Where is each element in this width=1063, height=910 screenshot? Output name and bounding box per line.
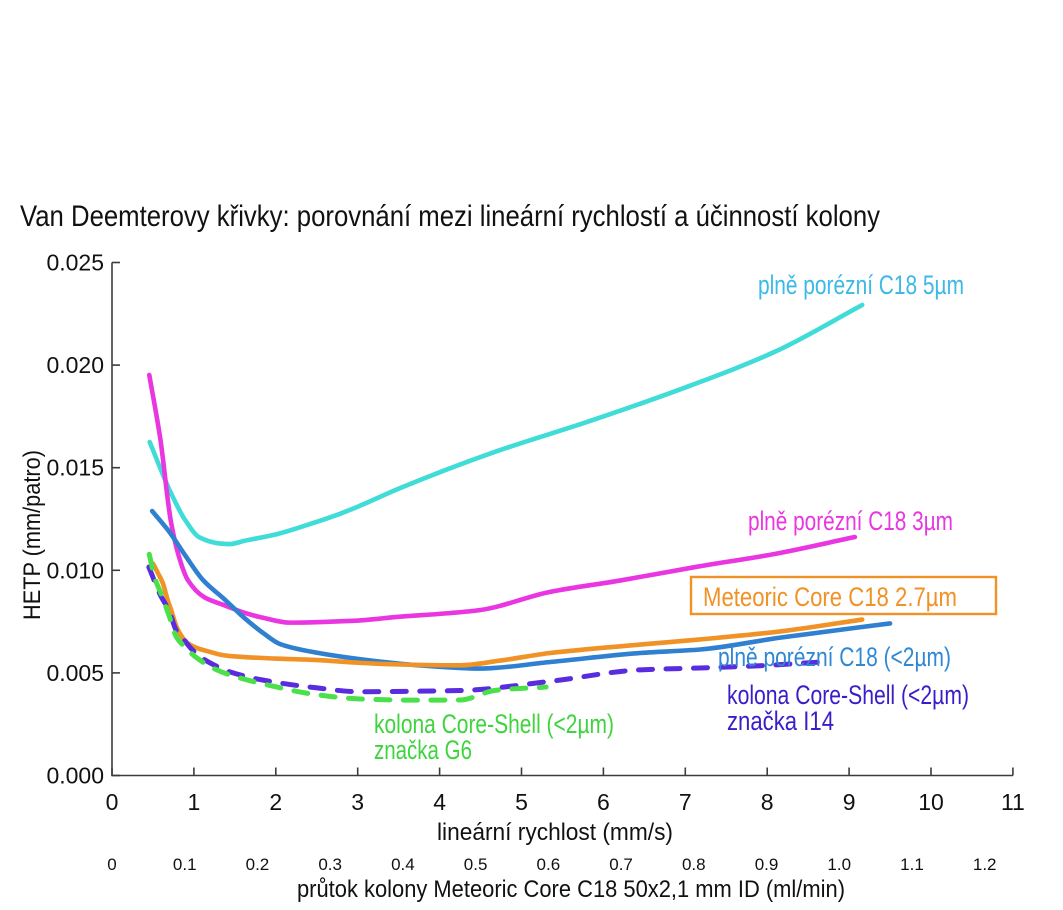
x-axis-title: lineární rychlost (mm/s): [437, 819, 673, 846]
x-tick-label: 10: [918, 789, 944, 815]
x2-tick-label: 0.6: [537, 855, 561, 874]
x-tick-label: 9: [843, 789, 856, 815]
label-i14-line1: kolona Core-Shell (<2µm): [727, 680, 969, 710]
label-sub2um: plně porézní C18 (<2µm): [718, 642, 951, 672]
x-tick-label: 0: [106, 789, 119, 815]
x2-tick-label: 0.2: [246, 855, 270, 874]
x-tick-label: 5: [515, 789, 528, 815]
x-tick-label: 4: [433, 789, 446, 815]
curve-1: [146, 372, 858, 625]
x2-axis-title: průtok kolony Meteoric Core C18 50x2,1 m…: [297, 876, 845, 903]
curves: [146, 302, 893, 703]
axes: 0 1 2 3 4 5 6 7 8 9 10 11 0.000 0.005 0.010 0.015 0.020 0…: [46, 250, 1024, 875]
x2-tick-label: 0.7: [609, 855, 633, 874]
y-axis-title: HETP (mm/patro): [19, 450, 46, 620]
curve-3: [150, 561, 865, 668]
x-tick-label: 7: [679, 789, 692, 815]
label-meteoric: Meteoric Core C18 2.7µm: [703, 582, 957, 612]
label-i14-line2: značka I14: [727, 706, 834, 736]
x-tick-label: 6: [597, 789, 610, 815]
x2-tick-label: 0.1: [173, 855, 197, 874]
y-tick-label: 0.010: [46, 557, 104, 583]
x2-tick-label: 1.2: [973, 855, 997, 874]
x-tick-label: 1: [188, 789, 201, 815]
x2-tick-label: 0.5: [464, 855, 488, 874]
label-meteoric-box: [689, 575, 998, 616]
x2-tick-label: 1.1: [900, 855, 924, 874]
curve-0: [147, 302, 865, 547]
curve-labels: plně porézní C18 5µm plně porézní C18 3µm…: [374, 270, 998, 765]
y-tick-label: 0.025: [46, 250, 104, 276]
x-tick-label: 2: [269, 789, 282, 815]
x2-tick-label: 0: [107, 855, 116, 874]
x2-tick-label: 0.4: [391, 855, 415, 874]
x-tick-label: 3: [351, 789, 364, 815]
label-g6-line1: kolona Core-Shell (<2µm): [374, 709, 614, 739]
x2-tick-label: 0.9: [755, 855, 779, 874]
y-tick-label: 0.015: [46, 455, 104, 481]
label-5um: plně porézní C18 5µm: [758, 270, 964, 300]
x2-tick-label: 0.8: [682, 855, 706, 874]
x2-tick-label: 1.0: [827, 855, 851, 874]
curve-4: [146, 564, 831, 695]
x-tick-label: 11: [1001, 789, 1025, 815]
y-tick-label: 0.000: [46, 763, 104, 789]
x-tick-label: 8: [761, 789, 774, 815]
x2-tick-label: 0.3: [318, 855, 342, 874]
label-3um: plně porézní C18 3µm: [748, 506, 953, 536]
curve-2: [149, 508, 893, 671]
y-tick-label: 0.005: [46, 660, 104, 686]
label-g6-line2: značka G6: [374, 735, 472, 765]
chart-title: Van Deemterovy křivky: porovnání mezi li…: [20, 200, 880, 233]
y-tick-label: 0.020: [46, 352, 104, 378]
curve-5: [146, 551, 549, 703]
